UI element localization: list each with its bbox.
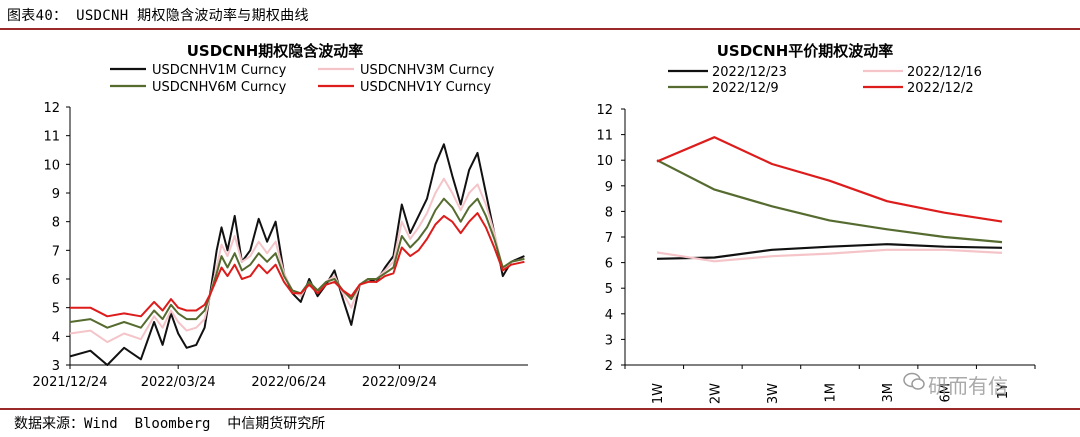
y-tick-label: 9 xyxy=(52,187,60,202)
y-tick-label: 9 xyxy=(605,180,613,195)
x-tick-label: 1M xyxy=(824,383,839,403)
legend-label: USDCNHV1Y Curncy xyxy=(360,80,491,95)
x-tick-label: 2022/06/24 xyxy=(251,375,326,390)
chart-title: USDCNH平价期权波动率 xyxy=(717,42,894,60)
series-line xyxy=(656,159,1003,244)
legend-label: 2022/12/23 xyxy=(712,65,787,80)
wechat-icon xyxy=(903,372,925,392)
series-line xyxy=(656,136,1003,223)
x-tick-label: 2021/12/24 xyxy=(33,375,108,390)
implied-vol-chart: USDCNH期权隐含波动率 USDCNHV1M Curncy USDCNHV3M C… xyxy=(33,42,528,390)
y-tick-label: 8 xyxy=(605,205,613,220)
x-tick-label: 3W xyxy=(766,383,781,404)
y-tick-label: 7 xyxy=(605,231,613,246)
series-line xyxy=(69,177,525,344)
x-tick-label: 1W xyxy=(651,383,666,404)
chart-title: USDCNH期权隐含波动率 xyxy=(187,42,364,60)
y-tick-label: 11 xyxy=(43,130,60,145)
y-tick-label: 3 xyxy=(605,333,613,348)
y-tick-label: 4 xyxy=(52,330,60,345)
y-tick-label: 12 xyxy=(43,101,60,116)
y-tick-label: 8 xyxy=(52,216,60,231)
series-line xyxy=(70,212,525,318)
bottom-rule xyxy=(0,408,1080,410)
y-tick-label: 11 xyxy=(596,129,613,144)
legend-label: 2022/12/2 xyxy=(907,81,974,96)
watermark-text: 研而有信 xyxy=(928,374,1008,398)
x-tick-label: 6M xyxy=(939,383,954,403)
legend-label: 2022/12/9 xyxy=(712,81,779,96)
figure-caption: 图表40： USDCNH 期权隐含波动率与期权曲线 xyxy=(7,8,309,24)
y-tick-label: 5 xyxy=(605,282,613,297)
data-source: 数据来源：Wind Bloomberg 中信期货研究所 xyxy=(14,416,326,432)
series-line xyxy=(656,248,1003,263)
y-tick-label: 6 xyxy=(605,257,613,272)
series-line xyxy=(69,143,525,366)
y-tick-label: 6 xyxy=(52,273,60,288)
y-tick-label: 4 xyxy=(605,308,613,323)
y-tick-label: 3 xyxy=(52,359,60,374)
y-tick-label: 2 xyxy=(605,359,613,374)
top-rule xyxy=(0,28,1080,30)
y-tick-label: 7 xyxy=(52,244,60,259)
y-tick-label: 12 xyxy=(596,103,613,118)
x-tick-label: 2022/03/24 xyxy=(141,375,216,390)
x-tick-label: 3M xyxy=(881,383,896,403)
x-tick-label: 2022/09/24 xyxy=(362,375,437,390)
series-line xyxy=(69,197,525,329)
y-tick-label: 10 xyxy=(43,158,60,173)
x-tick-label: 2W xyxy=(709,383,724,404)
y-tick-label: 10 xyxy=(596,154,613,169)
y-tick-label: 5 xyxy=(52,302,60,317)
series-line xyxy=(656,243,1003,260)
legend-label: USDCNHV6M Curncy xyxy=(152,80,287,95)
legend-label: USDCNHV3M Curncy xyxy=(360,63,495,78)
x-tick-label: 1Y xyxy=(996,383,1011,399)
legend-label: USDCNHV1M Curncy xyxy=(152,63,287,78)
legend-label: 2022/12/16 xyxy=(907,65,982,80)
